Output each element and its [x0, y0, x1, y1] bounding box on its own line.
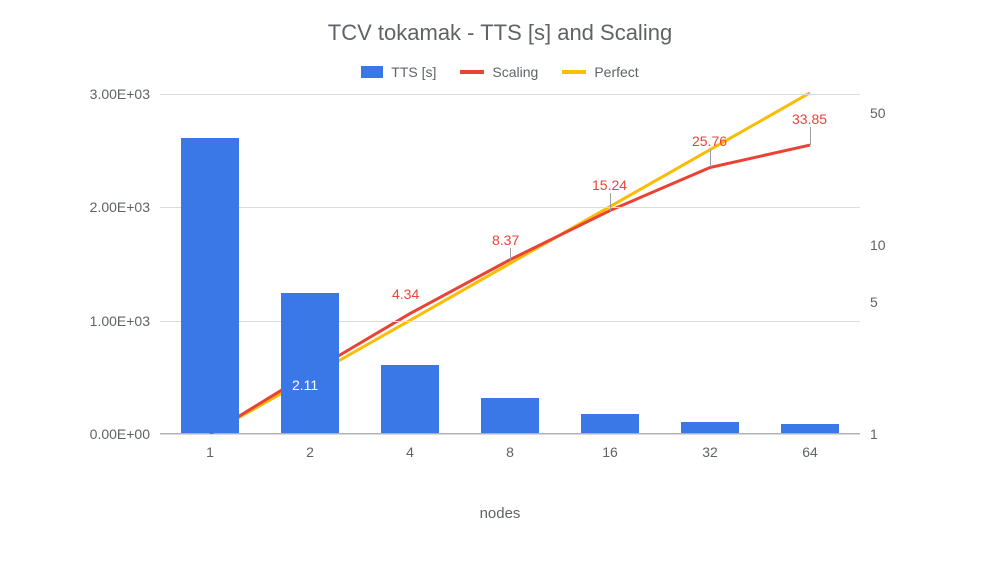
bar — [781, 424, 839, 433]
y-right-tick: 50 — [870, 105, 886, 121]
leader-line — [610, 193, 611, 211]
legend-label: Scaling — [492, 64, 538, 80]
scaling-value-label: 33.85 — [792, 111, 827, 127]
grid-line — [160, 94, 860, 95]
legend-label: TTS [s] — [391, 64, 436, 80]
grid-line — [160, 207, 860, 208]
bar — [481, 398, 539, 433]
bar — [681, 422, 739, 433]
scaling-value-label: 2.11 — [292, 377, 318, 393]
x-tick: 8 — [506, 444, 514, 460]
grid-line — [160, 434, 860, 435]
x-tick: 1 — [206, 444, 214, 460]
legend-label: Perfect — [594, 64, 638, 80]
bar — [381, 365, 439, 433]
swatch-bar-icon — [361, 66, 383, 78]
legend-item-perfect: Perfect — [562, 64, 638, 80]
leader-line — [510, 248, 511, 260]
bar — [181, 138, 239, 433]
legend-item-tts: TTS [s] — [361, 64, 436, 80]
swatch-line-icon — [460, 70, 484, 74]
legend-item-scaling: Scaling — [460, 64, 538, 80]
y-left-tick: 1.00E+03 — [70, 313, 150, 329]
bar — [281, 293, 339, 433]
scaling-value-label: 15.24 — [592, 177, 627, 193]
scaling-value-label: 8.37 — [492, 232, 519, 248]
x-tick: 32 — [702, 444, 718, 460]
chart-container: TCV tokamak - TTS [s] and Scaling TTS [s… — [70, 20, 930, 474]
y-right-tick: 1 — [870, 426, 878, 442]
y-right-tick: 5 — [870, 294, 878, 310]
grid-line — [160, 321, 860, 322]
y-left-tick: 3.00E+03 — [70, 86, 150, 102]
chart-title: TCV tokamak - TTS [s] and Scaling — [70, 20, 930, 46]
x-tick: 64 — [802, 444, 818, 460]
y-right-tick: 10 — [870, 237, 886, 253]
x-tick: 16 — [602, 444, 618, 460]
leader-line — [810, 127, 811, 145]
x-tick: 2 — [306, 444, 314, 460]
scaling-value-label: 4.34 — [392, 286, 419, 302]
leader-line — [710, 149, 711, 167]
plot-inner: 1.002.114.348.3715.2425.7633.85 — [160, 94, 860, 434]
x-axis-label: nodes — [480, 505, 521, 522]
swatch-line-icon — [562, 70, 586, 74]
legend: TTS [s] Scaling Perfect — [70, 64, 930, 80]
y-left-tick: 2.00E+03 — [70, 199, 150, 215]
bar — [581, 414, 639, 433]
scaling-value-label: 25.76 — [692, 133, 727, 149]
x-tick: 4 — [406, 444, 414, 460]
y-left-tick: 0.00E+00 — [70, 426, 150, 442]
line-layer — [160, 94, 860, 433]
plot-area: 1.002.114.348.3715.2425.7633.85 0.00E+00… — [70, 94, 930, 474]
